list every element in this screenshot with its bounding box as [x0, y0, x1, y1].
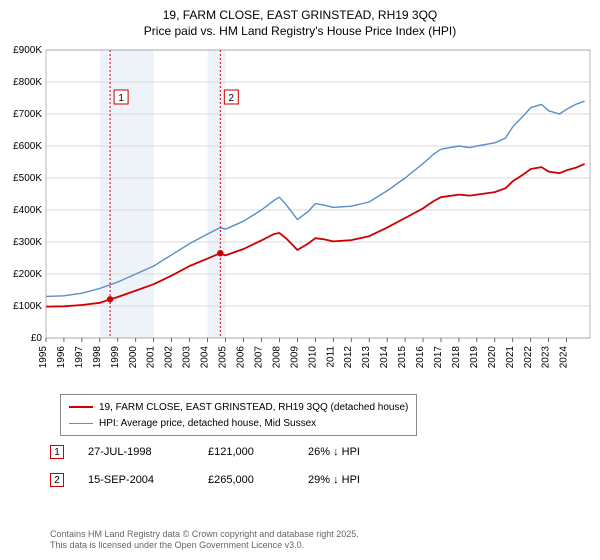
legend-row: HPI: Average price, detached house, Mid …	[69, 415, 408, 431]
svg-text:2019: 2019	[469, 346, 480, 369]
sales-table: 1 27-JUL-1998£121,00026% ↓ HPI 2 15-SEP-200…	[50, 438, 428, 494]
svg-text:2001: 2001	[146, 346, 157, 369]
svg-text:£200K: £200K	[13, 269, 42, 280]
svg-text:2011: 2011	[325, 346, 336, 368]
legend-row: 19, FARM CLOSE, EAST GRINSTEAD, RH19 3QQ…	[69, 399, 408, 415]
chart-title: 19, FARM CLOSE, EAST GRINSTEAD, RH19 3QQ…	[0, 0, 600, 39]
sale-row: 1 27-JUL-1998£121,00026% ↓ HPI	[50, 438, 428, 466]
sale-price: £121,000	[208, 446, 308, 458]
legend-swatch	[69, 406, 93, 408]
legend: 19, FARM CLOSE, EAST GRINSTEAD, RH19 3QQ…	[60, 394, 417, 436]
footer-line2: This data is licensed under the Open Gov…	[50, 540, 359, 552]
svg-text:£400K: £400K	[13, 205, 42, 216]
svg-text:2007: 2007	[253, 346, 264, 369]
legend-swatch	[69, 423, 93, 424]
svg-text:2016: 2016	[415, 346, 426, 369]
svg-text:£900K: £900K	[13, 45, 42, 56]
sale-marker: 1	[50, 445, 64, 459]
title-subtitle: Price paid vs. HM Land Registry's House …	[0, 24, 600, 40]
svg-text:2015: 2015	[397, 346, 408, 369]
svg-text:2002: 2002	[164, 346, 175, 369]
sale-hpi-delta: 29% ↓ HPI	[308, 474, 428, 486]
svg-text:2017: 2017	[433, 346, 444, 369]
svg-text:2000: 2000	[128, 346, 139, 369]
svg-text:2: 2	[229, 93, 235, 104]
footer-attribution: Contains HM Land Registry data © Crown c…	[50, 529, 359, 552]
svg-text:£500K: £500K	[13, 173, 42, 184]
svg-text:1995: 1995	[38, 346, 49, 369]
svg-text:2022: 2022	[523, 346, 534, 369]
svg-text:2018: 2018	[451, 346, 462, 369]
svg-text:2020: 2020	[487, 346, 498, 369]
svg-text:2014: 2014	[379, 346, 390, 369]
svg-text:£100K: £100K	[13, 301, 42, 312]
sale-hpi-delta: 26% ↓ HPI	[308, 446, 428, 458]
sale-marker: 2	[50, 473, 64, 487]
chart-area: £0 £100K £200K £300K £400K £500K £600K £700K £80…	[0, 44, 600, 384]
sale-date: 27-JUL-1998	[88, 446, 208, 458]
svg-text:2012: 2012	[343, 346, 354, 369]
svg-text:£700K: £700K	[13, 109, 42, 120]
svg-text:1998: 1998	[92, 346, 103, 369]
svg-text:2004: 2004	[200, 346, 211, 369]
svg-text:2024: 2024	[559, 346, 570, 369]
svg-text:2009: 2009	[289, 346, 300, 369]
sale-price: £265,000	[208, 474, 308, 486]
svg-text:1997: 1997	[74, 346, 85, 369]
svg-text:2023: 2023	[541, 346, 552, 369]
svg-text:2006: 2006	[235, 346, 246, 369]
svg-text:2003: 2003	[182, 346, 193, 369]
svg-text:2005: 2005	[218, 346, 229, 369]
svg-text:2010: 2010	[307, 346, 318, 369]
title-address: 19, FARM CLOSE, EAST GRINSTEAD, RH19 3QQ	[0, 8, 600, 24]
svg-text:2013: 2013	[361, 346, 372, 369]
svg-text:£600K: £600K	[13, 141, 42, 152]
sale-row: 2 15-SEP-2004£265,00029% ↓ HPI	[50, 466, 428, 494]
footer-line1: Contains HM Land Registry data © Crown c…	[50, 529, 359, 541]
svg-text:£800K: £800K	[13, 77, 42, 88]
svg-text:2021: 2021	[505, 346, 516, 369]
sale-date: 15-SEP-2004	[88, 474, 208, 486]
svg-text:£0: £0	[31, 333, 43, 344]
svg-text:£300K: £300K	[13, 237, 42, 248]
price-chart-svg: £0 £100K £200K £300K £400K £500K £600K £700K £80…	[0, 44, 600, 384]
legend-text: 19, FARM CLOSE, EAST GRINSTEAD, RH19 3QQ…	[99, 402, 408, 413]
svg-text:1999: 1999	[110, 346, 121, 369]
svg-text:1: 1	[118, 93, 124, 104]
svg-text:2008: 2008	[271, 346, 282, 369]
legend-text: HPI: Average price, detached house, Mid …	[99, 418, 316, 429]
svg-text:1996: 1996	[56, 346, 67, 369]
